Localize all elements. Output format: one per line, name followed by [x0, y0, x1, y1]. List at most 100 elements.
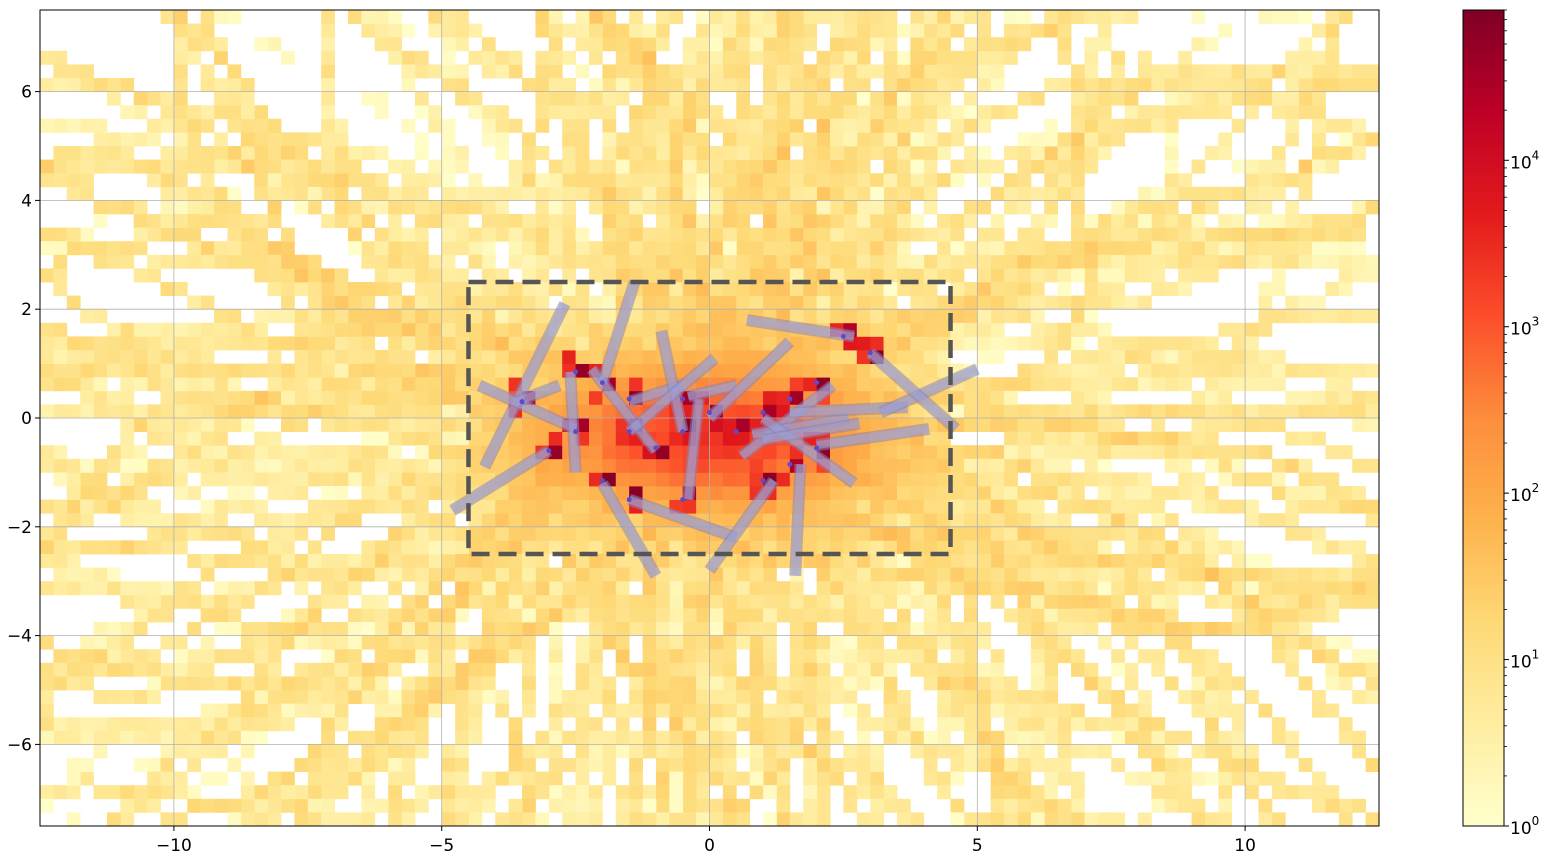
heatmap-bin — [1071, 785, 1085, 800]
heatmap-bin — [803, 458, 818, 473]
heatmap-bin — [294, 390, 309, 405]
heatmap-bin — [66, 785, 81, 800]
heatmap-bin — [722, 186, 737, 201]
heatmap-bin — [1231, 717, 1246, 732]
heatmap-bin — [66, 118, 81, 133]
heatmap-bin — [1258, 581, 1273, 596]
heatmap-bin — [990, 771, 1005, 786]
heatmap-bin — [1137, 214, 1152, 228]
heatmap-bin — [1111, 499, 1125, 514]
heatmap-bin — [575, 717, 590, 732]
heatmap-bin — [789, 10, 804, 24]
heatmap-bin — [548, 105, 563, 120]
heatmap-bin — [361, 690, 376, 704]
heatmap-bin — [789, 173, 804, 188]
heatmap-bin — [347, 390, 362, 405]
heatmap-bin — [414, 363, 429, 378]
heatmap-bin — [642, 594, 657, 609]
heatmap-bin — [1124, 635, 1139, 650]
heatmap-bin — [642, 608, 657, 623]
heatmap-bin — [950, 703, 965, 718]
heatmap-bin — [1258, 282, 1273, 296]
heatmap-bin — [481, 594, 496, 609]
heatmap-bin — [1124, 214, 1139, 228]
heatmap-bin — [830, 309, 844, 324]
heatmap-bin — [736, 472, 751, 487]
heatmap-bin — [1312, 404, 1326, 419]
heatmap-bin — [682, 64, 697, 79]
heatmap-bin — [160, 635, 175, 650]
heatmap-bin — [227, 486, 242, 500]
heatmap-bin — [214, 10, 228, 24]
heatmap-bin — [187, 377, 202, 392]
heatmap-bin — [294, 159, 309, 174]
heatmap-bin — [281, 309, 295, 324]
heatmap-bin — [883, 214, 898, 228]
heatmap-bin — [1231, 241, 1246, 256]
heatmap-bin — [1017, 445, 1032, 460]
heatmap-bin — [1231, 254, 1246, 269]
heatmap-bin — [950, 798, 965, 813]
heatmap-bin — [307, 472, 322, 487]
heatmap-bin — [615, 486, 630, 500]
heatmap-bin — [388, 254, 402, 269]
heatmap-bin — [1017, 785, 1032, 800]
heatmap-bin — [401, 635, 416, 650]
heatmap-bin — [1044, 581, 1059, 596]
heatmap-bin — [642, 146, 657, 160]
heatmap-bin — [1017, 717, 1032, 732]
heatmap-bin — [736, 812, 751, 826]
heatmap-bin — [414, 676, 429, 691]
heatmap-bin — [562, 812, 576, 826]
heatmap-bin — [816, 730, 831, 745]
heatmap-bin — [655, 730, 670, 745]
heatmap-bin — [977, 526, 992, 541]
heatmap-bin — [937, 513, 951, 528]
heatmap-bin — [53, 78, 68, 92]
heatmap-bin — [414, 513, 429, 528]
heatmap-bin — [254, 581, 269, 596]
heatmap-bin — [1325, 581, 1340, 596]
heatmap-bin — [1312, 214, 1326, 228]
heatmap-bin — [147, 322, 161, 337]
heatmap-bin — [950, 268, 965, 283]
heatmap-bin — [522, 703, 536, 718]
heatmap-bin — [441, 458, 456, 473]
heatmap-bin — [575, 554, 590, 568]
heatmap-bin — [401, 350, 416, 364]
heatmap-bin — [80, 390, 94, 405]
heatmap-bin — [1084, 132, 1099, 147]
heatmap-bin — [93, 472, 108, 487]
heatmap-bin — [1178, 78, 1192, 92]
heatmap-bin — [789, 241, 804, 256]
heatmap-bin — [1004, 703, 1018, 718]
heatmap-bin — [642, 186, 657, 201]
heatmap-bin — [200, 105, 215, 120]
heatmap-bin — [1231, 703, 1246, 718]
heatmap-bin — [508, 227, 523, 242]
heatmap-bin — [321, 336, 335, 351]
heatmap-bin — [950, 227, 965, 242]
heatmap-bin — [1124, 254, 1139, 269]
heatmap-bin — [361, 91, 376, 106]
heatmap-bin — [843, 295, 858, 310]
heatmap-bin — [1071, 744, 1085, 759]
heatmap-bin — [1137, 254, 1152, 269]
heatmap-bin — [401, 309, 416, 324]
heatmap-bin — [870, 105, 884, 120]
heatmap-bin — [93, 404, 108, 419]
heatmap-bin — [428, 214, 443, 228]
heatmap-bin — [1151, 363, 1166, 378]
heatmap-bin — [401, 50, 416, 65]
heatmap-bin — [267, 486, 282, 500]
heatmap-bin — [803, 798, 818, 813]
heatmap-bin — [508, 486, 523, 500]
heatmap-bin — [722, 567, 737, 582]
heatmap-bin — [535, 200, 550, 215]
heatmap-bin — [937, 146, 951, 160]
heatmap-bin — [588, 526, 603, 541]
heatmap-bin — [347, 690, 362, 704]
heatmap-bin — [669, 649, 684, 664]
heatmap-bin — [990, 798, 1005, 813]
segment-outline — [566, 371, 580, 473]
